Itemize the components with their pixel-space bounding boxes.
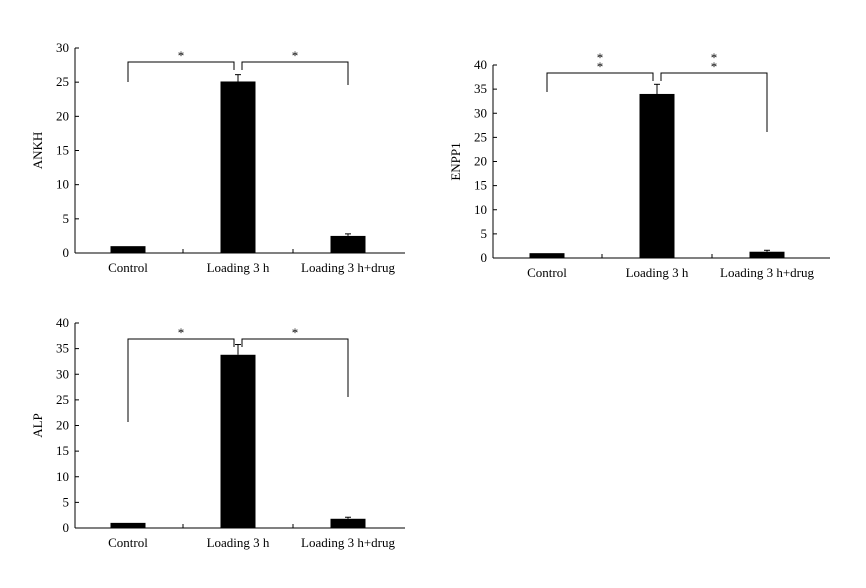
- y-tick-label: 0: [63, 520, 70, 535]
- significance-star: *: [597, 59, 604, 74]
- bar: [330, 518, 366, 528]
- bar: [749, 251, 785, 258]
- significance-star: *: [292, 325, 299, 340]
- bar: [330, 235, 366, 253]
- y-tick-label: 5: [63, 211, 70, 226]
- y-tick-label: 5: [63, 494, 70, 509]
- category-label: Loading 3 h: [626, 265, 689, 280]
- significance-star: *: [178, 325, 185, 340]
- bar: [110, 522, 146, 528]
- significance-bracket: [241, 338, 349, 397]
- category-label: Control: [527, 265, 567, 280]
- category-label: Loading 3 h+drug: [301, 535, 395, 550]
- bar: [220, 354, 256, 528]
- y-axis-label: ENPP1: [448, 142, 463, 180]
- y-tick-label: 0: [481, 250, 488, 265]
- y-tick-label: 35: [56, 341, 69, 356]
- y-tick-label: 20: [56, 418, 69, 433]
- category-label: Loading 3 h: [207, 260, 270, 275]
- significance-star: *: [292, 48, 299, 63]
- significance-bracket: [660, 72, 768, 132]
- category-label: Loading 3 h: [207, 535, 270, 550]
- y-tick-label: 15: [56, 443, 69, 458]
- y-tick-label: 35: [474, 81, 487, 96]
- significance-star: *: [711, 59, 718, 74]
- y-axis-label: ANKH: [30, 132, 45, 170]
- y-tick-label: 15: [474, 178, 487, 193]
- y-tick-label: 30: [474, 105, 487, 120]
- y-tick-label: 40: [56, 315, 69, 330]
- category-label: Control: [108, 260, 148, 275]
- y-tick-label: 15: [56, 143, 69, 158]
- significance-star: *: [178, 48, 185, 63]
- y-tick-label: 10: [56, 469, 69, 484]
- category-label: Loading 3 h+drug: [301, 260, 395, 275]
- significance-star: *: [597, 50, 604, 65]
- chart-panel-ankh: 0 5 10 15 20 25 30 ANKH Control Loading 3 h Loadin…: [30, 40, 405, 275]
- bar: [220, 81, 256, 253]
- y-tick-label: 10: [56, 177, 69, 192]
- y-tick-label: 30: [56, 40, 69, 55]
- category-label: Control: [108, 535, 148, 550]
- chart-panel-enpp1: 0 5 10 15 20 25 30 35 40 ENPP1 Control Loading 3 h L…: [448, 50, 830, 280]
- y-tick-label: 25: [474, 129, 487, 144]
- y-tick-label: 30: [56, 366, 69, 381]
- bar: [110, 246, 146, 253]
- y-tick-label: 10: [474, 202, 487, 217]
- significance-star: *: [711, 50, 718, 65]
- y-tick-label: 25: [56, 392, 69, 407]
- y-axis-label: ALP: [30, 413, 45, 438]
- significance-bracket: [127, 338, 235, 422]
- y-tick-label: 0: [63, 245, 70, 260]
- significance-bracket: [127, 61, 235, 82]
- y-tick-label: 40: [474, 57, 487, 72]
- y-tick-label: 20: [474, 154, 487, 169]
- y-tick-label: 5: [481, 226, 488, 241]
- y-tick-label: 25: [56, 74, 69, 89]
- significance-bracket: [546, 72, 654, 92]
- category-label: Loading 3 h+drug: [720, 265, 814, 280]
- chart-panel-alp: 0 5 10 15 20 25 30 35 40 ALP Control Loading 3 h Loa…: [30, 315, 405, 550]
- y-tick-label: 20: [56, 108, 69, 123]
- significance-bracket: [241, 61, 349, 85]
- bar: [529, 253, 565, 258]
- bar: [639, 93, 675, 258]
